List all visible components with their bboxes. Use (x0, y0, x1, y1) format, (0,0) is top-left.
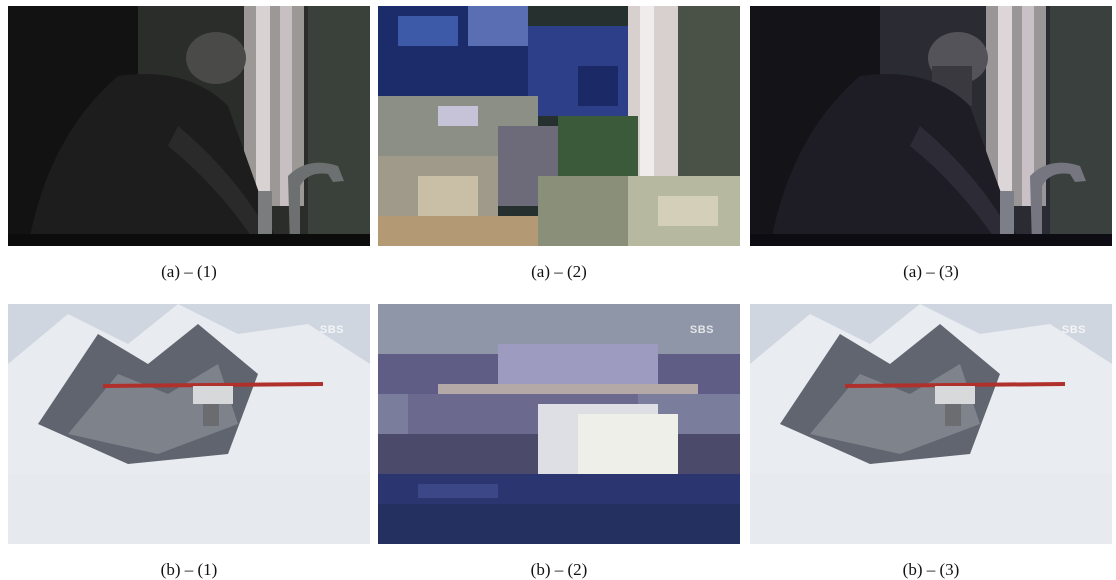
panel-a2: (a) – (2) (378, 6, 740, 281)
image-a1 (8, 6, 370, 246)
image-b2: SBS (378, 304, 740, 544)
broadcaster-logo-b2: SBS (689, 324, 714, 336)
plane-scene-original (8, 304, 370, 544)
kitchen-scene-corrupted (378, 6, 740, 246)
plane-scene-concealed (750, 304, 1112, 544)
caption-b2: (b) – (2) (530, 560, 588, 579)
caption-b3: (b) – (3) (902, 560, 960, 579)
image-b1: SBS (8, 304, 370, 544)
panel-a3: (a) – (3) (750, 6, 1112, 281)
caption-b1: (b) – (1) (160, 560, 218, 579)
image-a2 (378, 6, 740, 246)
broadcaster-logo-b1: SBS (319, 324, 344, 336)
panel-a1: (a) – (1) (8, 6, 370, 281)
kitchen-scene-original (8, 6, 370, 246)
panel-b3: SBS (b) – (3) (750, 304, 1112, 579)
caption-a2: (a) – (2) (531, 262, 587, 281)
image-b3: SBS (750, 304, 1112, 544)
panel-b1: SBS (b) – (1) (8, 304, 370, 579)
figure-grid: (a) – (1) (8, 6, 1112, 579)
kitchen-scene-concealed (750, 6, 1112, 246)
caption-a3: (a) – (3) (903, 262, 959, 281)
image-a3 (750, 6, 1112, 246)
plane-scene-corrupted (378, 304, 740, 544)
caption-a1: (a) – (1) (161, 262, 217, 281)
broadcaster-logo-b3: SBS (1061, 324, 1086, 336)
panel-b2: SBS (b) – (2) (378, 304, 740, 579)
